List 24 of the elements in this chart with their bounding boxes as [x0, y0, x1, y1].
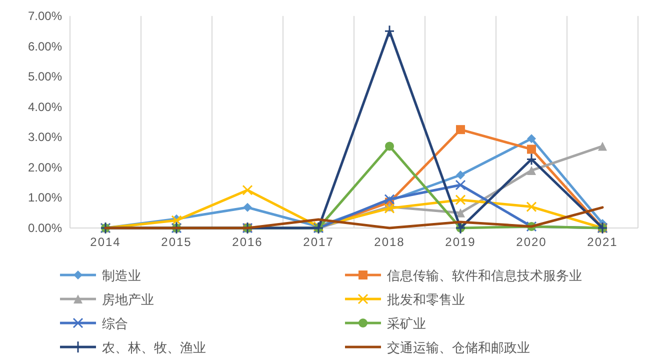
legend-label: 综合 [102, 316, 128, 331]
y-tick-label: 6.00% [28, 39, 62, 54]
y-tick-label: 1.00% [28, 190, 62, 205]
y-tick-label: 2.00% [28, 160, 62, 174]
legend-label: 采矿业 [387, 316, 426, 331]
x-tick-label: 2021 [587, 235, 618, 249]
y-tick-label: 0.00% [28, 221, 62, 235]
x-tick-label: 2019 [445, 235, 476, 249]
x-tick-label: 2014 [90, 235, 121, 249]
x-tick-label: 2016 [232, 235, 263, 249]
legend-label: 农、林、牧、渔业 [102, 340, 206, 355]
y-tick-label: 5.00% [28, 70, 62, 84]
x-tick-label: 2018 [374, 235, 405, 249]
y-tick-label: 4.00% [28, 100, 62, 114]
y-tick-label: 3.00% [28, 130, 62, 144]
legend-label: 交通运输、仓储和邮政业 [387, 340, 530, 355]
y-tick-label: 7.00% [28, 9, 62, 23]
x-tick-label: 2020 [516, 235, 547, 249]
legend-label: 制造业 [102, 268, 141, 283]
legend-label: 信息传输、软件和信息技术服务业 [387, 268, 582, 283]
legend-label: 批发和零售业 [387, 292, 465, 307]
legend-label: 房地产业 [102, 292, 154, 307]
x-tick-label: 2015 [161, 235, 192, 249]
x-tick-label: 2017 [303, 235, 334, 249]
